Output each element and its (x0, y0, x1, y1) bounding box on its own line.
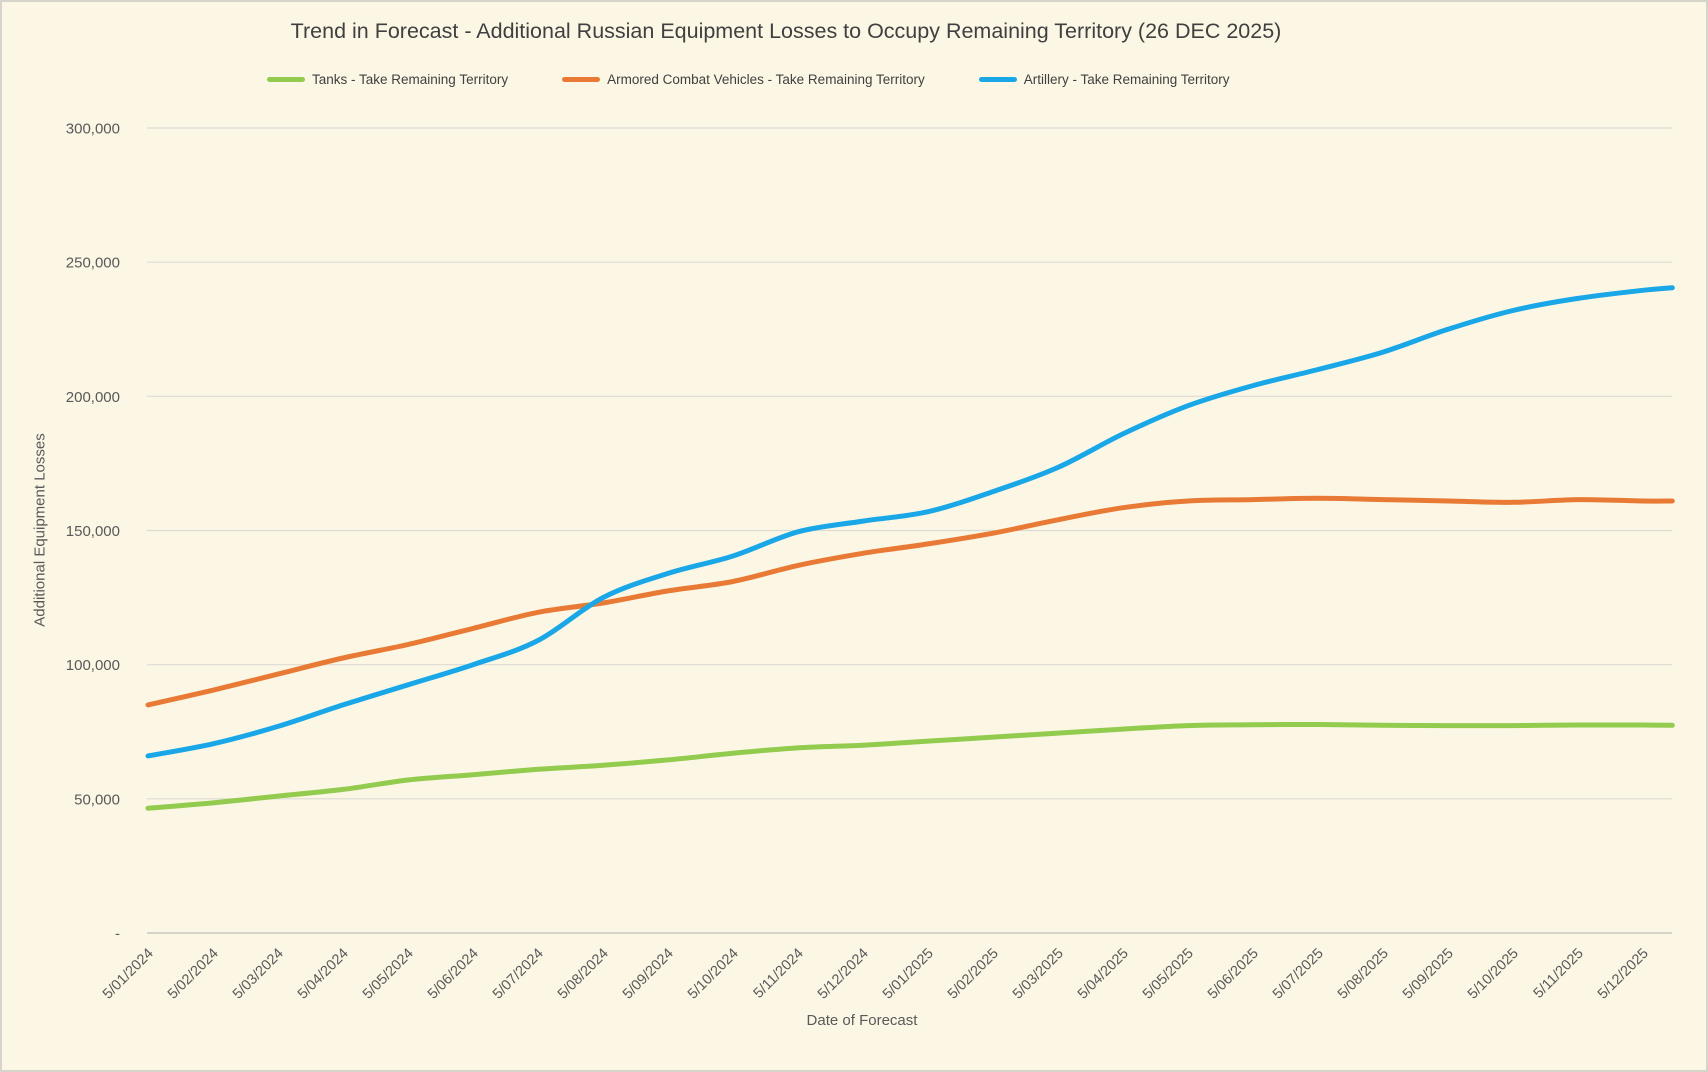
x-tick-label: 5/12/2024 (815, 946, 872, 1003)
x-tick-label: 5/04/2025 (1075, 946, 1132, 1003)
x-tick-label: 5/10/2025 (1465, 946, 1522, 1003)
x-tick-label: 5/06/2025 (1205, 946, 1262, 1003)
x-tick-label: 5/09/2025 (1400, 946, 1457, 1003)
y-tick-label: 50,000 (74, 791, 120, 808)
x-tick-label: 5/01/2024 (100, 946, 157, 1003)
x-tick-label: 5/02/2024 (165, 946, 222, 1003)
y-tick-label: 300,000 (66, 121, 120, 138)
y-tick-label: 150,000 (66, 523, 120, 540)
legend-item-tanks: Tanks - Take Remaining Territory (267, 72, 508, 87)
legend-marker-armored-combat-vehicles (562, 77, 601, 82)
legend-marker-tanks (267, 77, 305, 82)
x-tick-label: 5/11/2024 (751, 946, 807, 1002)
legend: Tanks - Take Remaining Territory Armored… (267, 72, 1230, 87)
chart-title: Trend in Forecast - Additional Russian E… (290, 19, 1282, 43)
x-tick-label: 5/04/2024 (295, 946, 352, 1003)
x-tick-label: 5/03/2024 (230, 946, 287, 1003)
y-tick-label: 100,000 (66, 657, 120, 674)
series-line-artillery (145, 285, 1675, 759)
legend-item-armored-combat-vehicles: Armored Combat Vehicles - Take Remaining… (562, 72, 925, 87)
x-tick-label: 5/07/2025 (1270, 946, 1327, 1003)
x-tick-label: 5/05/2024 (360, 946, 417, 1003)
x-tick-label: 5/08/2025 (1335, 946, 1392, 1003)
x-tick-label: 5/01/2025 (880, 946, 937, 1003)
y-tick-label: 250,000 (66, 255, 120, 272)
legend-label-tanks: Tanks - Take Remaining Territory (312, 72, 509, 87)
legend-label-armored-combat-vehicles: Armored Combat Vehicles - Take Remaining… (607, 72, 925, 87)
series-line-armored-combat-vehicles (145, 495, 1675, 708)
x-tick-label: 5/11/2025 (1531, 946, 1587, 1002)
x-tick-label: 5/07/2024 (490, 946, 547, 1003)
x-tick-label: 5/10/2024 (685, 946, 742, 1003)
legend-marker-artillery (978, 77, 1017, 82)
x-tick-label: 5/08/2024 (555, 946, 612, 1003)
x-tick-label: 5/03/2025 (1010, 946, 1067, 1003)
x-tick-label: 5/05/2025 (1140, 946, 1197, 1003)
series-line-tanks (145, 721, 1675, 811)
y-tick-label: - (115, 926, 120, 943)
x-axis-title: Date of Forecast (806, 1012, 918, 1029)
y-tick-label: 200,000 (66, 389, 120, 406)
x-tick-label: 5/12/2025 (1595, 946, 1652, 1003)
x-tick-label: 5/02/2025 (945, 946, 1002, 1003)
x-tick-label: 5/09/2024 (620, 946, 677, 1003)
legend-label-artillery: Artillery - Take Remaining Territory (1023, 72, 1230, 87)
x-tick-label: 5/06/2024 (425, 946, 482, 1003)
legend-item-artillery: Artillery - Take Remaining Territory (978, 72, 1230, 87)
